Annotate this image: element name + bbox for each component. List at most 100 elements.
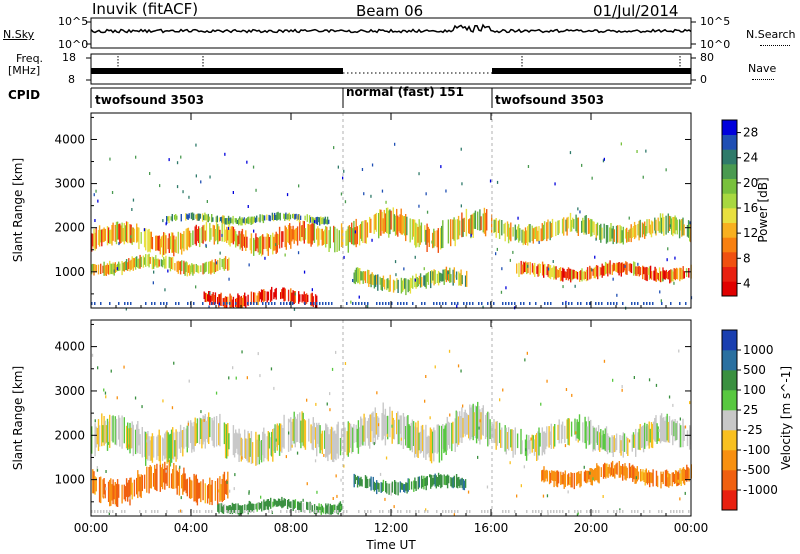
data-speckle [109, 157, 111, 161]
ground-scatter-mark [649, 510, 651, 513]
data-cell [103, 478, 105, 495]
data-cell [173, 463, 175, 489]
data-cell [325, 219, 328, 225]
data-cell [434, 270, 436, 284]
data-cell [460, 478, 462, 486]
data-speckle [414, 278, 416, 282]
data-cell [134, 429, 137, 455]
data-cell [643, 266, 645, 275]
data-speckle [524, 358, 526, 362]
data-cell [678, 219, 681, 239]
data-cell [140, 232, 142, 244]
data-cell [591, 219, 593, 237]
data-cell [416, 223, 418, 247]
data-cell [399, 415, 401, 434]
data-cell [687, 220, 690, 238]
ground-scatter-mark [310, 510, 312, 513]
data-cell [187, 214, 189, 220]
data-cell [328, 506, 330, 515]
data-cell [655, 219, 657, 236]
data-cell [617, 225, 619, 243]
data-cell [433, 269, 435, 286]
data-cell [672, 472, 674, 483]
ground-scatter-mark [367, 510, 369, 513]
ground-scatter-mark [505, 302, 507, 305]
data-cell [606, 433, 609, 455]
ground-scatter-mark [673, 510, 675, 513]
data-cell [671, 472, 673, 487]
x-tick-label: 00:00 [674, 521, 709, 535]
ground-scatter-mark [94, 302, 96, 305]
data-cell [599, 432, 601, 452]
ground-scatter-mark [502, 302, 504, 305]
data-speckle [470, 233, 472, 237]
data-cell [145, 431, 147, 466]
data-cell [140, 256, 142, 267]
data-cell [231, 218, 233, 223]
nsky-label: N.Sky [3, 28, 35, 41]
data-cell [176, 261, 178, 272]
data-cell [167, 432, 169, 463]
data-cell [210, 295, 212, 303]
data-cell [446, 416, 448, 451]
data-cell [151, 256, 154, 270]
power-data-marks [91, 142, 693, 311]
data-cell [322, 231, 325, 245]
data-cell [477, 211, 479, 231]
data-cell [451, 478, 453, 488]
data-speckle [195, 285, 197, 289]
data-cell [221, 259, 223, 268]
data-cell [261, 501, 263, 512]
data-speckle [394, 260, 397, 264]
data-cell [244, 236, 246, 248]
data-cell [612, 225, 614, 245]
data-cell [248, 433, 250, 463]
data-cell [121, 222, 123, 242]
data-cell [344, 427, 346, 452]
data-speckle [502, 388, 504, 392]
data-cell [281, 231, 283, 248]
ground-scatter-mark [385, 302, 387, 305]
data-cell [426, 223, 428, 252]
data-cell [181, 260, 183, 272]
data-cell [435, 475, 437, 489]
data-cell [231, 502, 234, 515]
ground-scatter-mark [685, 302, 687, 305]
data-cell [275, 287, 277, 300]
data-cell [125, 478, 128, 497]
colorbar-tick-label: -25 [743, 423, 763, 437]
data-cell [577, 217, 579, 236]
data-cell [310, 503, 312, 512]
data-cell [314, 294, 317, 308]
data-cell [193, 421, 195, 452]
data-cell [232, 503, 235, 513]
data-cell [382, 218, 384, 234]
data-cell [253, 216, 256, 223]
data-cell [463, 412, 465, 434]
data-cell [235, 218, 238, 224]
data-cell [109, 479, 111, 507]
data-cell [627, 231, 629, 242]
data-cell [549, 221, 551, 241]
data-cell [220, 484, 222, 501]
data-cell [286, 214, 288, 221]
data-cell [190, 233, 192, 247]
data-cell [637, 223, 639, 236]
data-cell [195, 224, 197, 246]
data-cell [600, 429, 602, 448]
data-cell [213, 416, 215, 448]
data-speckle [187, 422, 189, 426]
data-cell [674, 470, 677, 484]
data-speckle [414, 255, 416, 259]
data-cell [407, 478, 409, 492]
data-cell [419, 431, 421, 454]
data-cell [268, 214, 270, 221]
data-cell [337, 421, 339, 459]
colorbar-swatch [722, 281, 737, 297]
ground-scatter-mark [409, 510, 411, 513]
data-speckle [662, 278, 664, 282]
data-cell [518, 224, 520, 243]
data-speckle [129, 496, 131, 500]
data-speckle [149, 172, 151, 175]
data-cell [631, 465, 633, 478]
